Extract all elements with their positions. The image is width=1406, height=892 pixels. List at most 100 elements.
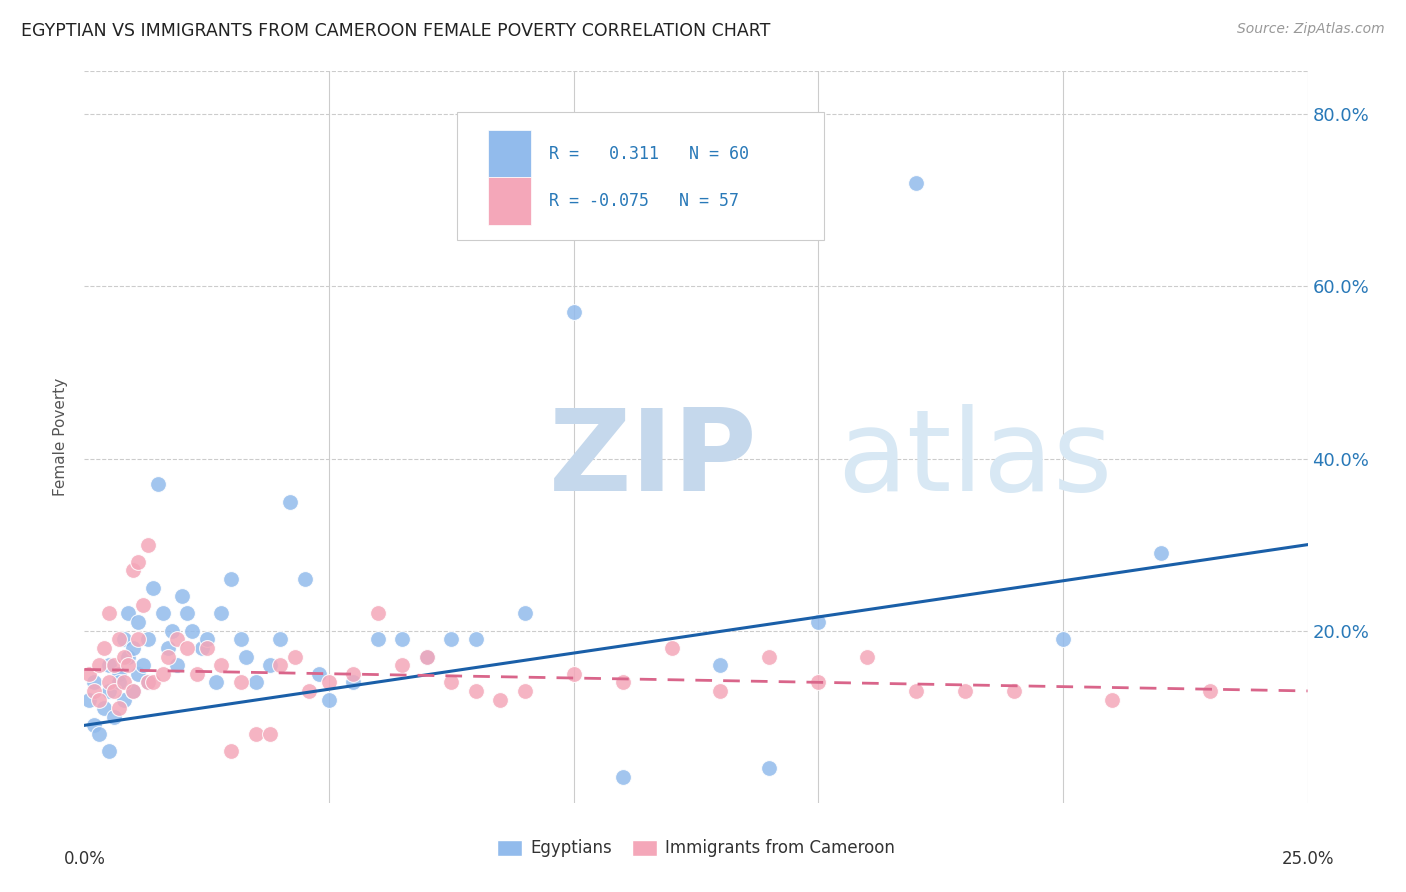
Point: [107, 666, 129, 681]
Point: [142, 581, 165, 595]
Point: [758, 649, 780, 664]
Point: [318, 675, 340, 690]
Point: [136, 632, 159, 647]
Text: 0.0%: 0.0%: [63, 850, 105, 868]
Point: [298, 684, 321, 698]
Point: [612, 770, 634, 784]
Point: [464, 632, 486, 647]
Legend: Egyptians, Immigrants from Cameroon: Egyptians, Immigrants from Cameroon: [491, 832, 901, 864]
Text: R =   0.311   N = 60: R = 0.311 N = 60: [550, 145, 749, 162]
Point: [127, 632, 149, 647]
Point: [391, 658, 413, 673]
Point: [122, 564, 145, 578]
Point: [229, 632, 252, 647]
Point: [229, 675, 252, 690]
Point: [122, 684, 145, 698]
Text: 25.0%: 25.0%: [1281, 850, 1334, 868]
Point: [87, 727, 110, 741]
Point: [166, 632, 188, 647]
Point: [156, 649, 179, 664]
Point: [219, 572, 242, 586]
Point: [905, 176, 928, 190]
Point: [103, 684, 125, 698]
Point: [416, 649, 439, 664]
Bar: [488, 178, 531, 225]
Point: [122, 640, 145, 655]
Point: [93, 701, 115, 715]
Point: [1052, 632, 1074, 647]
Point: [97, 684, 120, 698]
Point: [97, 607, 120, 621]
Point: [87, 692, 110, 706]
Point: [269, 632, 291, 647]
Point: [176, 640, 198, 655]
Point: [117, 658, 139, 673]
Point: [117, 649, 139, 664]
Point: [758, 761, 780, 775]
Point: [440, 675, 463, 690]
Point: [146, 477, 169, 491]
Point: [953, 684, 976, 698]
Point: [112, 692, 135, 706]
Point: [245, 675, 267, 690]
Point: [191, 640, 214, 655]
Point: [181, 624, 204, 638]
Point: [209, 607, 232, 621]
Point: [83, 675, 105, 690]
Point: [259, 658, 281, 673]
Point: [127, 615, 149, 629]
Point: [1002, 684, 1025, 698]
Point: [132, 658, 155, 673]
Point: [93, 640, 115, 655]
Point: [391, 632, 413, 647]
Text: EGYPTIAN VS IMMIGRANTS FROM CAMEROON FEMALE POVERTY CORRELATION CHART: EGYPTIAN VS IMMIGRANTS FROM CAMEROON FEM…: [21, 22, 770, 40]
Point: [186, 666, 208, 681]
Point: [122, 684, 145, 698]
Point: [107, 701, 129, 715]
Point: [132, 598, 155, 612]
Text: atlas: atlas: [837, 403, 1112, 515]
Point: [284, 649, 307, 664]
Point: [709, 658, 731, 673]
Point: [195, 640, 218, 655]
Text: R = -0.075   N = 57: R = -0.075 N = 57: [550, 192, 740, 211]
Point: [77, 692, 100, 706]
Bar: [488, 130, 531, 178]
Point: [107, 675, 129, 690]
Point: [464, 684, 486, 698]
Point: [136, 538, 159, 552]
Point: [97, 675, 120, 690]
Point: [661, 640, 683, 655]
Point: [342, 666, 364, 681]
Point: [152, 666, 174, 681]
Point: [209, 658, 232, 673]
Point: [856, 649, 879, 664]
Point: [1150, 546, 1173, 560]
Point: [294, 572, 316, 586]
Point: [136, 675, 159, 690]
Y-axis label: Female Poverty: Female Poverty: [53, 378, 69, 496]
Point: [245, 727, 267, 741]
Point: [77, 666, 100, 681]
Point: [259, 727, 281, 741]
Point: [562, 305, 585, 319]
Point: [709, 684, 731, 698]
Point: [195, 632, 218, 647]
Point: [156, 640, 179, 655]
Point: [367, 632, 389, 647]
FancyBboxPatch shape: [457, 112, 824, 240]
Point: [807, 675, 830, 690]
Point: [152, 607, 174, 621]
Point: [83, 684, 105, 698]
Point: [1101, 692, 1123, 706]
Point: [440, 632, 463, 647]
Point: [172, 589, 194, 603]
Point: [112, 649, 135, 664]
Point: [513, 684, 536, 698]
Point: [219, 744, 242, 758]
Text: ZIP: ZIP: [550, 403, 758, 515]
Point: [367, 607, 389, 621]
Point: [162, 624, 184, 638]
Point: [107, 632, 129, 647]
Point: [97, 744, 120, 758]
